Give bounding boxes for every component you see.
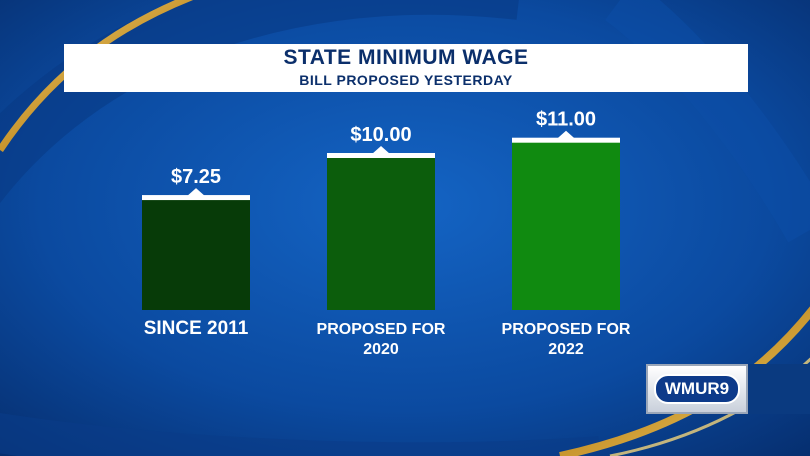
bar-pointer-2 bbox=[372, 146, 390, 154]
bar-1 bbox=[142, 199, 250, 310]
bar-3 bbox=[512, 141, 620, 310]
category-label-3-line-2: 2022 bbox=[548, 341, 584, 358]
bar-pointer-3 bbox=[557, 130, 575, 139]
title-banner: STATE MINIMUM WAGE BILL PROPOSED YESTERD… bbox=[64, 44, 748, 92]
bar-cap-2 bbox=[327, 153, 435, 158]
value-label-2: $10.00 bbox=[350, 124, 411, 146]
logo-stripe bbox=[748, 364, 810, 414]
value-label-1: $7.25 bbox=[171, 166, 221, 188]
station-logo: WMUR9 bbox=[646, 364, 748, 414]
bar-pointer-1 bbox=[187, 188, 205, 197]
category-label-1-line-1: SINCE 2011 bbox=[144, 318, 249, 339]
category-label-2-line-2: 2020 bbox=[363, 341, 399, 358]
bar-cap-3 bbox=[512, 137, 620, 143]
category-label-2-line-1: PROPOSED FOR bbox=[317, 321, 446, 338]
value-label-3: $11.00 bbox=[536, 109, 596, 131]
chart-subtitle: BILL PROPOSED YESTERDAY bbox=[299, 72, 513, 88]
chart-title: STATE MINIMUM WAGE bbox=[283, 46, 529, 69]
bar-cap-1 bbox=[142, 195, 250, 201]
logo-text: WMUR9 bbox=[654, 374, 740, 404]
category-label-3-line-1: PROPOSED FOR bbox=[502, 321, 631, 338]
bar-2 bbox=[327, 157, 435, 310]
